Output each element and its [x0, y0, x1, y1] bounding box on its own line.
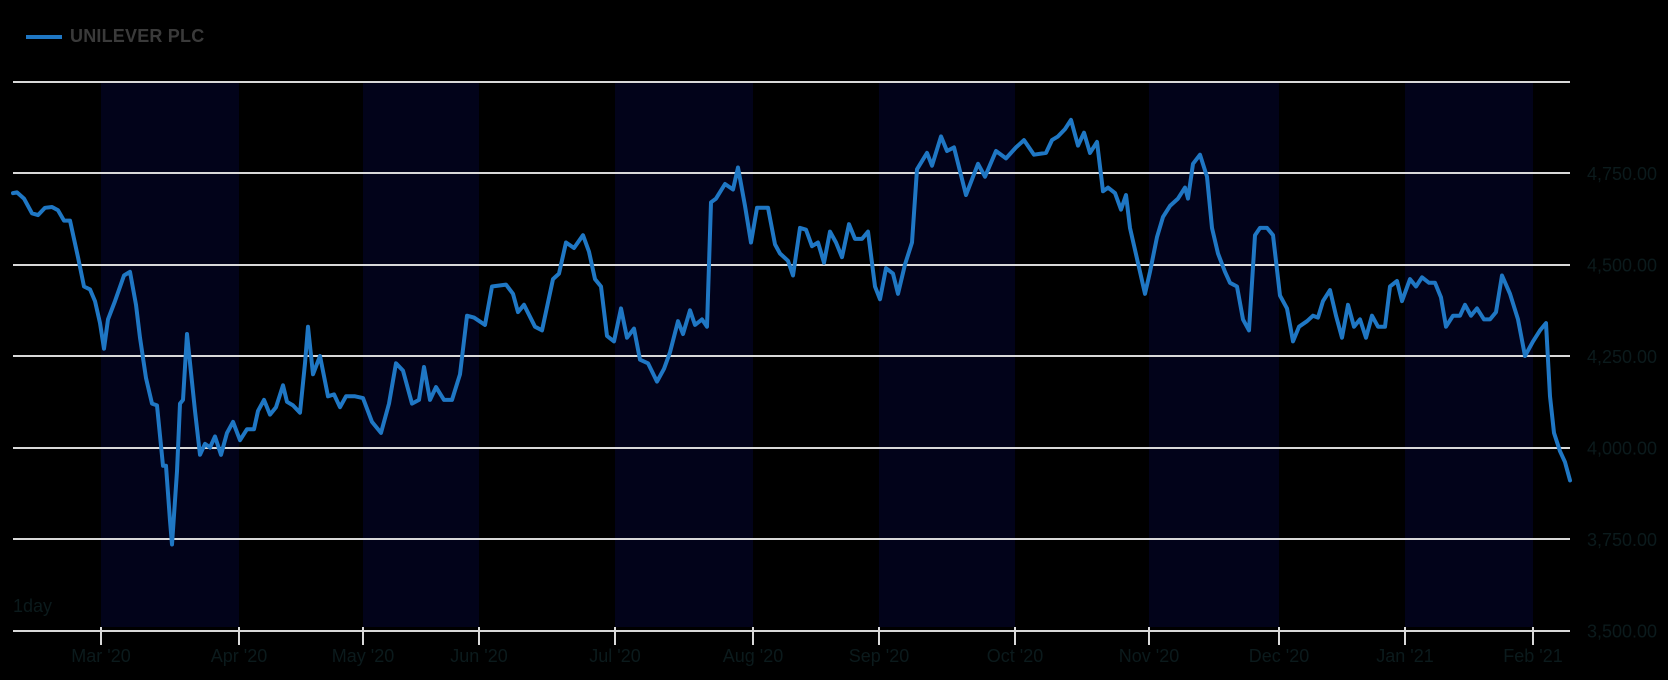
x-axis-label: Apr '20 [211, 646, 267, 666]
y-axis-label: 3,500.00 [1587, 622, 1657, 642]
x-axis-label: Nov '20 [1119, 646, 1179, 666]
x-axis-label: Oct '20 [987, 646, 1043, 666]
x-axis-label: Sep '20 [849, 646, 910, 666]
x-axis-label: Jun '20 [450, 646, 507, 666]
interval-label: 1day [13, 596, 53, 616]
y-axis-label: 4,250.00 [1587, 347, 1657, 367]
y-axis-labels: 3,500.00 3,750.00 4,000.00 4,250.00 4,500.00… [1587, 164, 1657, 642]
month-band [879, 81, 1015, 627]
month-band [101, 81, 239, 627]
x-axis-label: Dec '20 [1249, 646, 1309, 666]
y-axis-label: 4,000.00 [1587, 439, 1657, 459]
y-axis-label: 3,750.00 [1587, 530, 1657, 550]
month-band [1405, 81, 1533, 627]
x-axis-label: May '20 [332, 646, 394, 666]
x-axis-ticks [100, 627, 1534, 645]
x-axis-label: Mar '20 [71, 646, 130, 666]
x-axis-label: Jan '21 [1376, 646, 1433, 666]
x-axis-labels: Mar '20 Apr '20 May '20 Jun '20 Jul '20 Aug '… [71, 646, 1562, 666]
legend[interactable]: UNILEVER PLC [26, 26, 204, 47]
legend-label: UNILEVER PLC [70, 26, 205, 46]
month-band [615, 81, 753, 627]
x-axis-label: Feb '21 [1503, 646, 1562, 666]
x-axis-label: Jul '20 [589, 646, 640, 666]
legend-line-icon [26, 34, 62, 39]
gridlines [13, 81, 1570, 632]
month-bands [101, 81, 1533, 627]
y-axis-label: 4,500.00 [1587, 256, 1657, 276]
price-line[interactable] [11, 117, 1572, 547]
y-axis-label: 4,750.00 [1587, 164, 1657, 184]
x-axis-label: Aug '20 [723, 646, 784, 666]
month-band [1149, 81, 1279, 627]
